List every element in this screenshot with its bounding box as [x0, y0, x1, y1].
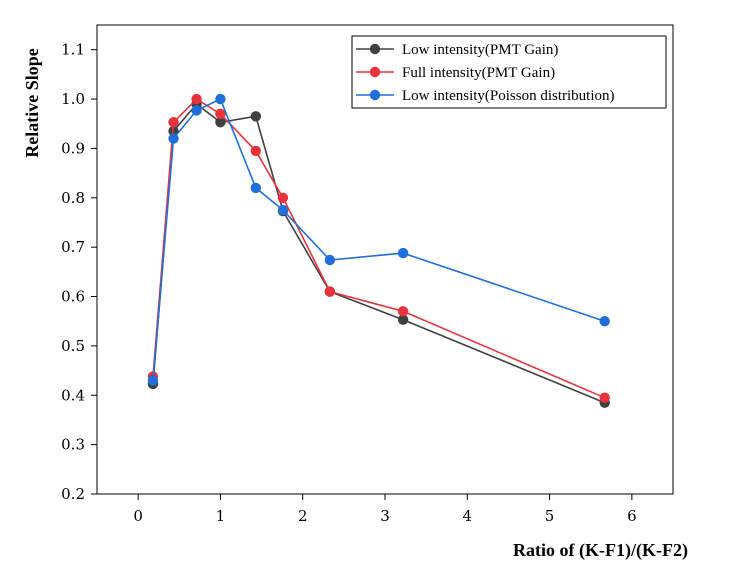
y-tick-label: 0.8: [61, 189, 85, 207]
y-tick-label: 0.7: [61, 238, 85, 256]
data-point: [250, 145, 262, 157]
data-point: [324, 254, 336, 266]
legend-label: Full intensity(PMT Gain): [402, 65, 555, 81]
series-layer: [147, 93, 610, 408]
legend-box: [351, 35, 667, 109]
data-point: [168, 117, 179, 128]
y-tick-label: 0.3: [61, 436, 85, 454]
data-point: [277, 192, 289, 203]
y-tick-label: 0.4: [61, 386, 85, 404]
y-axis-title: Relative Slope: [22, 48, 42, 158]
y-tick-label: 0.2: [61, 485, 85, 503]
x-tick-label: 3: [380, 507, 390, 525]
x-axis-ticks: 0 1 2 3 4 5 6: [133, 494, 637, 525]
data-point: [277, 204, 289, 216]
x-tick-label: 0: [133, 507, 143, 525]
y-tick-label: 1.0: [61, 90, 85, 108]
x-tick-label: 5: [545, 507, 555, 525]
y-tick-label: 0.5: [61, 337, 85, 355]
data-point: [599, 316, 610, 327]
series-line-1: [152, 102, 606, 404]
series-line-3: [152, 98, 605, 381]
x-axis-title: Ratio of (K-F1)/(K-F2): [513, 540, 688, 561]
y-axis-ticks: 0.2 0.3 0.4 0.5 0.6 0.7 0.8 0.9 1.0 1.1: [61, 41, 97, 503]
data-point: [215, 108, 226, 120]
data-point: [250, 182, 262, 194]
x-tick-label: 2: [298, 507, 308, 525]
data-point: [215, 93, 226, 105]
data-point: [250, 111, 262, 122]
legend-label: Low intensity(Poisson distribution): [402, 88, 615, 104]
y-tick-label: 1.1: [61, 41, 85, 59]
legend-label: Low intensity(PMT Gain): [402, 42, 558, 58]
legend-swatch-marker: [369, 89, 381, 101]
data-point: [397, 314, 409, 325]
data-point: [191, 93, 202, 105]
x-tick-label: 6: [627, 507, 637, 525]
x-tick-label: 1: [216, 507, 226, 525]
data-point: [168, 133, 179, 144]
data-point: [191, 105, 202, 116]
legend-swatch-marker: [369, 66, 381, 78]
x-tick-label: 4: [463, 507, 473, 525]
data-point: [397, 306, 409, 317]
legend-swatch-marker: [369, 43, 381, 55]
data-point: [599, 392, 610, 403]
y-tick-label: 0.6: [61, 288, 85, 306]
data-point: [215, 117, 226, 128]
legend: Low intensity(PMT Gain) Full intensity(PM…: [351, 35, 667, 109]
series-line-2: [152, 98, 606, 399]
data-point: [147, 375, 159, 386]
data-point: [324, 286, 336, 297]
y-tick-label: 0.9: [61, 139, 85, 157]
data-point: [397, 247, 409, 259]
